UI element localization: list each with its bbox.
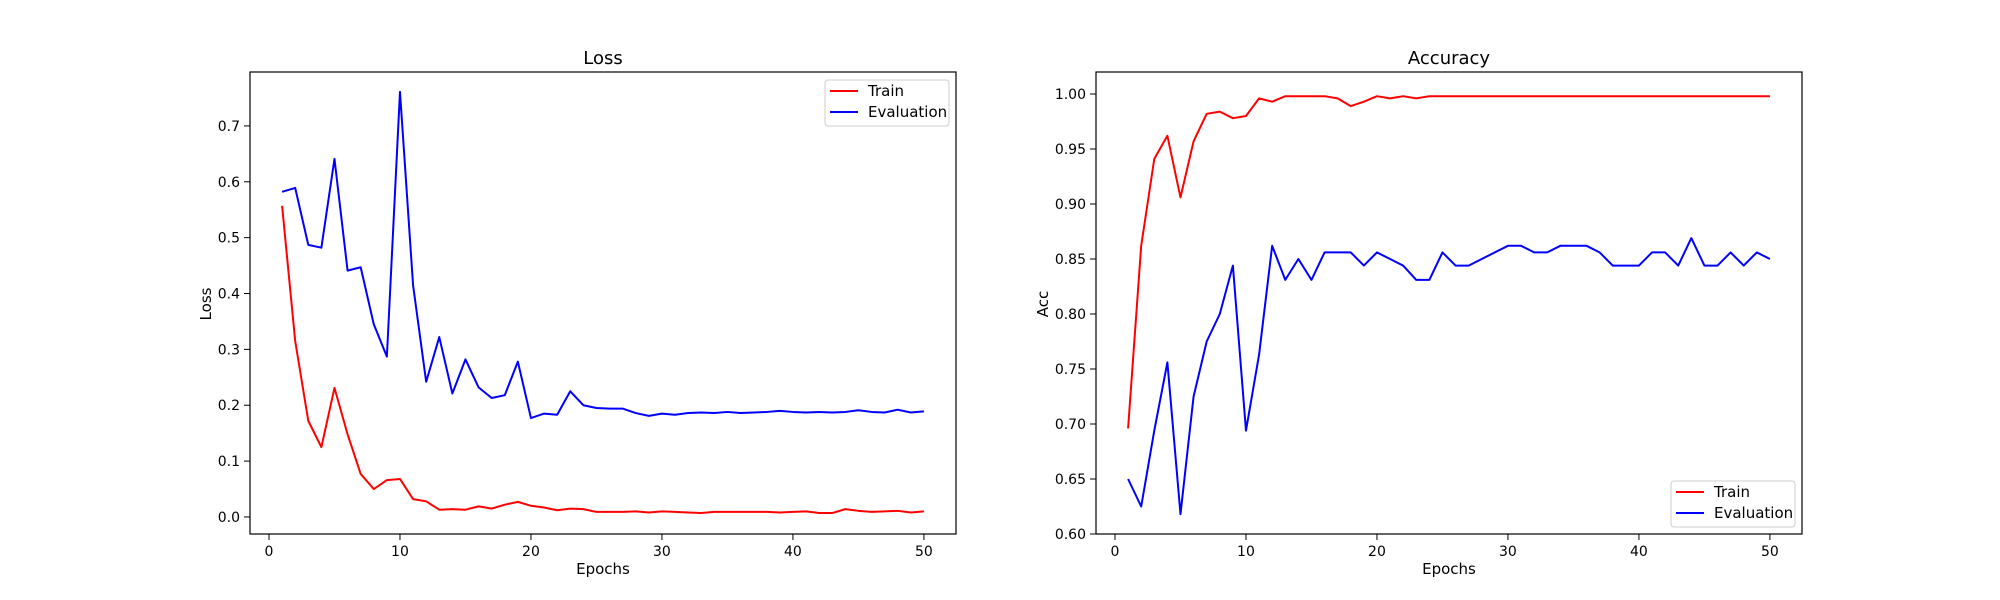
loss-x-tick-label: 50 bbox=[915, 544, 933, 560]
accuracy-plot-frame bbox=[1095, 71, 1803, 535]
accuracy-series-train-line bbox=[1127, 95, 1770, 429]
loss-plot-frame bbox=[249, 71, 957, 535]
accuracy-x-tick-label: 40 bbox=[1630, 544, 1648, 560]
loss-series-evaluation-line bbox=[281, 90, 924, 420]
accuracy-x-axis-label: Epochs bbox=[1422, 560, 1476, 578]
accuracy-y-axis-label: Acc bbox=[1034, 291, 1052, 318]
accuracy-y-axis-ticks: 0.60 0.65 0.70 0.75 0.80 0.85 0.90 0.95 1.00 bbox=[1055, 87, 1096, 543]
loss-y-tick-label: 0.1 bbox=[218, 454, 240, 470]
loss-y-axis-ticks: 0.0 0.1 0.2 0.3 0.4 0.5 0.6 0.7 bbox=[218, 119, 250, 526]
accuracy-x-tick-label: 30 bbox=[1499, 544, 1517, 560]
accuracy-legend-train-label: Train bbox=[1713, 483, 1750, 501]
loss-legend: Train Evaluation bbox=[824, 79, 950, 127]
accuracy-y-tick-label: 0.85 bbox=[1055, 252, 1086, 268]
accuracy-y-tick-label: 0.95 bbox=[1055, 142, 1086, 158]
accuracy-y-tick-label: 1.00 bbox=[1055, 87, 1086, 103]
loss-x-axis-label: Epochs bbox=[576, 560, 630, 578]
loss-series-train-line bbox=[281, 205, 924, 515]
loss-y-tick-label: 0.6 bbox=[218, 175, 240, 191]
loss-legend-train-label: Train bbox=[867, 82, 904, 100]
loss-chart-marks bbox=[281, 90, 924, 515]
accuracy-chart: Accuracy 0 10 20 30 40 50 0.60 0.65 0.70 0.75 0.8… bbox=[1034, 48, 1803, 578]
loss-x-tick-label: 20 bbox=[522, 544, 540, 560]
loss-x-tick-label: 10 bbox=[391, 544, 409, 560]
accuracy-y-tick-label: 0.65 bbox=[1055, 472, 1086, 488]
accuracy-legend-evaluation-label: Evaluation bbox=[1714, 504, 1793, 522]
loss-y-tick-label: 0.5 bbox=[218, 231, 240, 247]
loss-x-tick-label: 30 bbox=[653, 544, 671, 560]
accuracy-series-evaluation-line bbox=[1127, 237, 1771, 516]
loss-y-tick-label: 0.2 bbox=[218, 398, 240, 414]
accuracy-x-tick-label: 0 bbox=[1111, 544, 1120, 560]
loss-y-tick-label: 0.7 bbox=[218, 119, 240, 135]
accuracy-chart-title: Accuracy bbox=[1408, 48, 1491, 69]
accuracy-x-tick-label: 10 bbox=[1237, 544, 1255, 560]
accuracy-x-tick-label: 50 bbox=[1761, 544, 1779, 560]
loss-x-tick-label: 0 bbox=[265, 544, 274, 560]
accuracy-x-tick-label: 20 bbox=[1368, 544, 1386, 560]
accuracy-y-tick-label: 0.70 bbox=[1055, 417, 1086, 433]
accuracy-y-tick-label: 0.60 bbox=[1055, 527, 1086, 543]
loss-y-tick-label: 0.0 bbox=[218, 510, 240, 526]
accuracy-y-tick-label: 0.90 bbox=[1055, 197, 1086, 213]
loss-x-axis-ticks: 0 10 20 30 40 50 bbox=[265, 534, 933, 560]
loss-y-axis-label: Loss bbox=[197, 287, 215, 320]
loss-y-tick-label: 0.4 bbox=[218, 287, 240, 303]
loss-x-tick-label: 40 bbox=[784, 544, 802, 560]
loss-chart-title: Loss bbox=[583, 48, 622, 69]
loss-legend-evaluation-label: Evaluation bbox=[868, 103, 947, 121]
accuracy-chart-marks bbox=[1127, 95, 1771, 516]
accuracy-x-axis-ticks: 0 10 20 30 40 50 bbox=[1111, 534, 1779, 560]
accuracy-y-tick-label: 0.75 bbox=[1055, 362, 1086, 378]
accuracy-y-tick-label: 0.80 bbox=[1055, 307, 1086, 323]
accuracy-legend: Train Evaluation bbox=[1670, 480, 1796, 528]
loss-y-tick-label: 0.3 bbox=[218, 342, 240, 358]
loss-chart: Loss 0 10 20 30 40 50 0.00.10.20.30.40.50.60.… bbox=[197, 48, 957, 578]
